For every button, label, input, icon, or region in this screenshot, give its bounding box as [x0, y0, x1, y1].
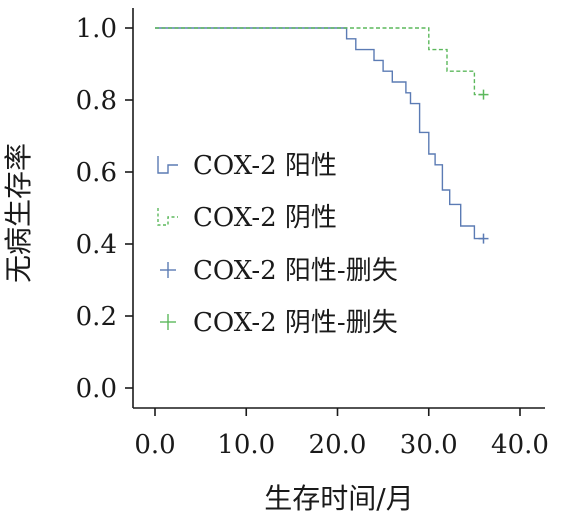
x-tick-label: 20.0	[309, 430, 367, 460]
y-axis-title: 无病生存率	[2, 143, 35, 283]
series-line-2	[155, 27, 484, 96]
legend-label-censor-1: COX-2 阳性-删失	[193, 256, 398, 286]
censor-mark-2	[478, 89, 489, 100]
legend-symbol-negative	[157, 208, 178, 226]
legend-symbol-censor-1	[160, 262, 176, 278]
series-line-1	[155, 27, 484, 240]
legend-label-positive: COX-2 阳性	[193, 151, 337, 181]
y-tick-label: 1.0	[76, 14, 117, 44]
legend-label-negative: COX-2 阴性	[193, 203, 337, 233]
legend-label-censor-2: COX-2 阴性-删失	[193, 308, 398, 338]
x-tick-label: 40.0	[491, 430, 549, 460]
x-tick-label: 10.0	[217, 430, 275, 460]
x-tick-label: 30.0	[400, 430, 458, 460]
y-tick-label: 0.8	[76, 86, 117, 116]
y-tick-label: 0.2	[76, 302, 117, 332]
series-layer	[155, 27, 484, 240]
y-tick-label: 0.0	[76, 374, 117, 404]
x-tick-label: 0.0	[134, 430, 175, 460]
censor-mark-1	[478, 233, 489, 244]
y-tick-label: 0.6	[76, 158, 117, 188]
legend-symbol-censor-2	[160, 314, 176, 330]
x-axis-title: 生存时间/月	[264, 482, 413, 515]
legend: COX-2 阳性 COX-2 阴性 COX-2 阳性-删失 COX-2 阴性-删失	[157, 151, 398, 338]
y-tick-label: 0.4	[76, 230, 117, 260]
legend-symbol-positive	[157, 156, 178, 174]
censor-layer	[478, 89, 489, 244]
axes: 0.0 0.2 0.4 0.6 0.8 1.0 0.0 10.0 20.0 30.0 40.0	[76, 8, 549, 460]
